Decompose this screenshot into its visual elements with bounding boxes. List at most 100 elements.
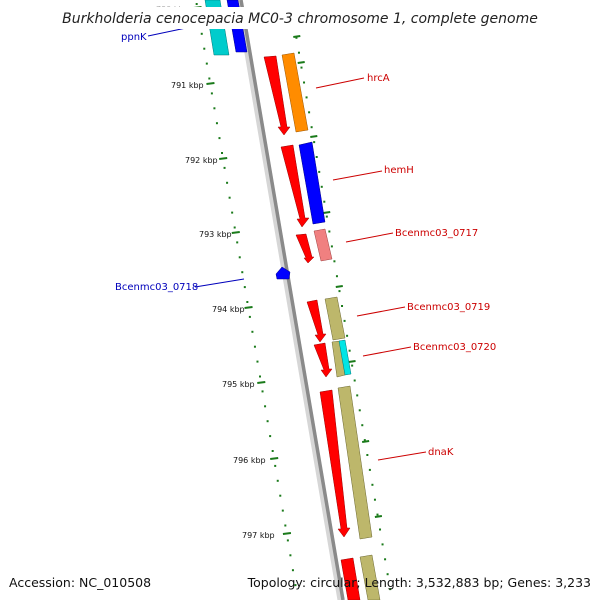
guide-dot [363, 439, 366, 442]
feature-gene-0719[interactable] [324, 296, 346, 341]
ruler-dot [269, 435, 272, 438]
ruler-dot [241, 271, 244, 274]
feature-cds-0717[interactable] [295, 233, 315, 264]
feature-cds-0718[interactable] [275, 266, 291, 280]
guide-major-tick [361, 440, 370, 443]
ruler-major-tick [231, 231, 240, 234]
guide-major-tick [297, 61, 305, 64]
feature-gene-0720-cyan[interactable] [338, 339, 352, 376]
ruler-dot [276, 479, 279, 482]
guide-dot [384, 558, 387, 561]
backbone [239, 0, 345, 600]
guide-dot [353, 379, 356, 382]
tick-label-793: 793 kbp [199, 230, 232, 239]
guide-dot [346, 334, 349, 337]
gene-label-ppnK[interactable]: ppnK [121, 32, 147, 43]
ruler-dot [253, 345, 256, 348]
ruler-dot [215, 122, 218, 125]
topology-label: Topology: circular; Length: 3,532,883 bp… [247, 575, 591, 590]
guide-dot [333, 260, 336, 263]
ruler-dot [218, 137, 221, 140]
ruler-major-tick [244, 306, 253, 309]
connector-hemH [332, 170, 383, 181]
guide-dot [381, 543, 384, 546]
guide-dot [358, 409, 361, 412]
tick-label-794: 794 kbp [212, 305, 245, 314]
ruler-dot [261, 390, 264, 393]
feature-cds-hrcA[interactable] [263, 55, 291, 136]
ruler-dot [200, 32, 203, 35]
guide-dot [379, 528, 382, 531]
ruler-major-tick [282, 532, 292, 535]
ruler-dot [256, 360, 259, 363]
gene-labels: ppnK hrcA hemH Bcenmc03_0717 Bcenmc03_07… [115, 32, 496, 458]
guide-dot [323, 200, 326, 203]
feature-cds-dnaK[interactable] [319, 389, 351, 538]
guide-dot [348, 349, 351, 352]
accession-label: Accession: NC_010508 [9, 575, 151, 590]
gene-label-hemH[interactable]: hemH [384, 165, 414, 176]
gene-label-dnaK[interactable]: dnaK [428, 447, 454, 458]
guide-dot [341, 305, 344, 307]
ruler-dot [228, 196, 231, 199]
ruler-dot [284, 524, 287, 527]
guide-dot [386, 573, 389, 576]
ruler-dot [274, 464, 277, 467]
gene-label-0719[interactable]: Bcenmc03_0719 [407, 302, 490, 313]
tick-label-796: 796 kbp [233, 456, 266, 465]
tick-label-797: 797 kbp [242, 531, 275, 540]
feature-cds-bottom[interactable] [340, 557, 361, 600]
connector-dnaK [377, 451, 427, 461]
guide-dot [305, 96, 308, 99]
feature-cds-0719[interactable] [306, 299, 327, 343]
ruler-dot [231, 211, 234, 214]
guide-dot [361, 424, 364, 427]
ruler-dot [294, 584, 297, 587]
map-title: Burkholderia cenocepacia MC0-3 chromosom… [62, 11, 538, 27]
ruler-dot [233, 226, 236, 229]
guide-major-tick [310, 135, 318, 138]
guide-dot [368, 468, 371, 471]
guide-dot [335, 275, 338, 278]
feature-cds-hemH[interactable] [280, 144, 310, 228]
ruler-dot [264, 405, 267, 408]
guide-dot [338, 290, 341, 293]
guide-dot [389, 588, 392, 591]
guide-dot [320, 185, 323, 188]
feature-gene-hemH[interactable] [298, 141, 326, 225]
ruler-dot [246, 301, 249, 303]
guide-dot [366, 454, 369, 456]
guide-major-tick [323, 211, 331, 214]
gene-label-hrcA[interactable]: hrcA [367, 73, 390, 84]
feature-gene-hrcA[interactable] [281, 52, 309, 133]
feature-gene-bottom[interactable] [359, 554, 381, 600]
ruler-major-tick [257, 381, 266, 384]
ruler-dot [281, 509, 284, 512]
ruler-dot [208, 77, 211, 80]
guide-dot [313, 141, 316, 144]
gene-label-0717[interactable]: Bcenmc03_0717 [395, 228, 478, 239]
connector-0717 [345, 232, 394, 243]
guide-major-tick [293, 35, 301, 38]
ruler-dot [271, 450, 274, 452]
gene-label-0720[interactable]: Bcenmc03_0720 [413, 342, 496, 353]
guide-dot [310, 126, 313, 129]
feature-cds-0720[interactable] [313, 342, 333, 378]
guide-major-tick [374, 515, 383, 518]
guide-dot [295, 36, 298, 39]
ruler-major-tick [270, 457, 279, 460]
guide-dot [330, 245, 333, 248]
guide-dot [351, 364, 354, 367]
ruler-dot [243, 286, 246, 289]
backbone-shadow [235, 0, 345, 600]
ruler-dot [210, 92, 213, 95]
ruler-dot [248, 315, 251, 318]
ruler-major-tick [219, 157, 228, 160]
feature-gene-0717[interactable] [313, 228, 333, 262]
tick-label-795: 795 kbp [222, 380, 255, 389]
feature-gene-dnaK[interactable] [337, 385, 373, 540]
guide-dot [371, 483, 374, 486]
gene-label-0718[interactable]: Bcenmc03_0718 [115, 282, 198, 293]
guide-major-tick [348, 360, 356, 363]
